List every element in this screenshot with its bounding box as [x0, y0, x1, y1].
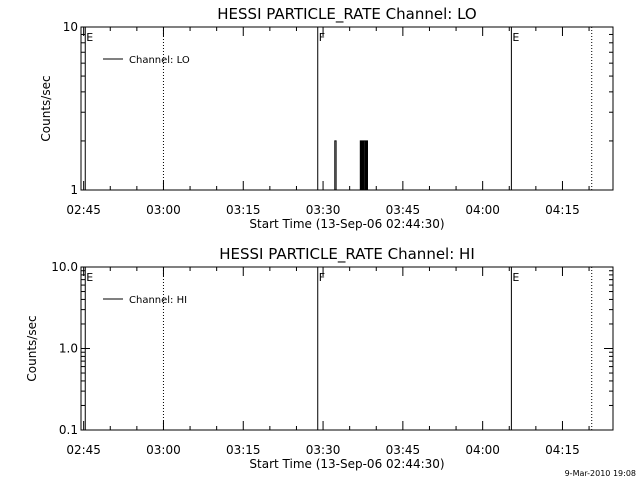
x-axis-label: Start Time (13-Sep-06 02:44:30)	[249, 217, 444, 231]
x-tick-label: 03:00	[146, 203, 181, 217]
plot-frame	[80, 26, 614, 191]
x-tick-label: 03:45	[386, 203, 421, 217]
x-tick-label: 03:45	[386, 443, 421, 457]
y-tick-label: 1.0	[59, 342, 78, 356]
x-tick-label: 02:45	[66, 203, 101, 217]
x-tick-label: 02:45	[66, 443, 101, 457]
x-tick-label: 04:15	[545, 203, 580, 217]
legend-label: Channel: LO	[129, 55, 190, 66]
x-tick-label: 04:00	[465, 443, 500, 457]
y-tick-label: 10	[63, 20, 78, 34]
chart-title: HESSI PARTICLE_RATE Channel: HI	[219, 245, 475, 264]
plot-frame	[80, 266, 614, 431]
chart-panel-1: HESSI PARTICLE_RATE Channel: LO 02:45 03:0…	[39, 5, 614, 231]
x-tick-label: 03:15	[226, 443, 261, 457]
x-tick-label: 03:00	[146, 443, 181, 457]
marker-label: F	[319, 271, 325, 284]
x-tick-label: 03:15	[226, 203, 261, 217]
y-axis-label: Counts/sec	[25, 315, 39, 381]
y-tick-label: 10.0	[51, 260, 78, 274]
x-tick-label: 03:30	[306, 443, 341, 457]
marker-label: E	[512, 271, 519, 284]
marker-label: E	[86, 31, 93, 44]
series-line	[332, 140, 368, 191]
y-axis-label: Counts/sec	[39, 75, 53, 141]
marker-label: E	[86, 271, 93, 284]
footer-timestamp: 9-Mar-2010 19:08	[565, 469, 636, 478]
x-tick-label: 03:30	[306, 203, 341, 217]
x-tick-label: 04:00	[465, 203, 500, 217]
legend-label: Channel: HI	[129, 295, 187, 306]
chart-title: HESSI PARTICLE_RATE Channel: LO	[217, 5, 476, 24]
x-axis-label: Start Time (13-Sep-06 02:44:30)	[249, 457, 444, 471]
marker-label: E	[512, 31, 519, 44]
y-tick-label: 1	[70, 183, 78, 197]
y-tick-label: 0.1	[59, 423, 78, 437]
x-tick-label: 04:15	[545, 443, 580, 457]
marker-label: F	[319, 31, 325, 44]
chart-panel-2: HESSI PARTICLE_RATE Channel: HI 02:45 03:0…	[25, 245, 614, 471]
